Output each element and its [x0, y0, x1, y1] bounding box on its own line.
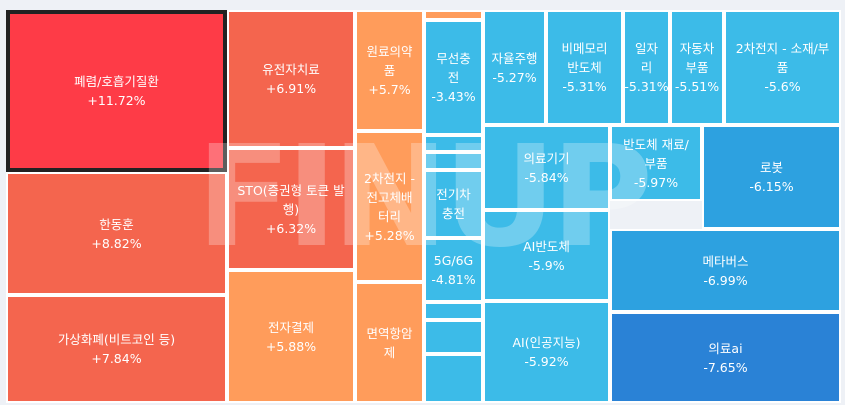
- treemap-tile-minor[interactable]: [424, 320, 483, 354]
- tile-label: 일자리: [634, 41, 658, 75]
- tile-label: 로봇: [759, 160, 783, 175]
- tile-label: 폐렴/호흡기질환: [74, 74, 159, 89]
- tile-label: 전기차 충전: [436, 187, 471, 221]
- treemap-tile[interactable]: 면역항암제: [355, 282, 424, 403]
- tile-label: 원료의약품: [366, 44, 413, 78]
- treemap-tile-minor[interactable]: [424, 354, 483, 403]
- tile-change-value: -5.31%: [562, 79, 607, 94]
- treemap-tile[interactable]: 메타버스 -6.99%: [610, 229, 841, 312]
- tile-change-value: -5.92%: [524, 354, 569, 369]
- tile-change-value: +11.72%: [87, 93, 146, 108]
- tile-change-value: -7.65%: [703, 359, 748, 375]
- treemap-tile[interactable]: 2차전지 - 전고체배터리 +5.28%: [355, 131, 424, 282]
- treemap-tile[interactable]: 한동훈 +8.82%: [6, 172, 227, 295]
- treemap-tile-minor[interactable]: [424, 10, 483, 20]
- treemap-tile[interactable]: 가상화폐(비트코인 등) +7.84%: [6, 295, 227, 403]
- tile-label: AI(인공지능): [512, 335, 581, 350]
- tile-change-value: -5.6%: [764, 79, 801, 94]
- tile-label: 면역항암제: [366, 325, 413, 360]
- treemap-tile[interactable]: 유전자치료 +6.91%: [227, 10, 355, 148]
- treemap-tile[interactable]: 5G/6G -4.81%: [424, 238, 483, 302]
- treemap-tile[interactable]: 의료ai -7.65%: [610, 312, 841, 403]
- treemap-tile[interactable]: 로봇 -6.15%: [702, 125, 841, 229]
- tile-change-value: +8.82%: [91, 235, 142, 251]
- treemap-tile[interactable]: 폐렴/호흡기질환 +11.72%: [6, 10, 227, 172]
- tile-change-value: -6.15%: [749, 179, 794, 194]
- treemap-tile[interactable]: 자동차 부품 -5.51%: [670, 10, 724, 125]
- tile-change-value: +7.84%: [91, 351, 142, 366]
- treemap-tile[interactable]: 전자결제 +5.88%: [227, 270, 355, 403]
- tile-label: 5G/6G: [433, 253, 474, 268]
- tile-change-value: -5.9%: [528, 257, 565, 273]
- tile-change-value: -5.84%: [524, 169, 569, 185]
- tile-label: 의료ai: [708, 340, 743, 356]
- tile-label: 의료기기: [523, 150, 570, 166]
- tile-change-value: +5.28%: [364, 227, 415, 243]
- tile-change-value: +6.32%: [265, 220, 317, 236]
- treemap-tile[interactable]: 일자리 -5.31%: [623, 10, 670, 125]
- tile-change-value: -3.43%: [431, 89, 476, 104]
- treemap-tile[interactable]: 자율주행 -5.27%: [483, 10, 546, 125]
- treemap-tile-minor[interactable]: [424, 135, 483, 152]
- tile-label: 2차전지 - 전고체배터리: [364, 170, 415, 224]
- tile-change-value: -4.81%: [431, 272, 476, 287]
- treemap-tile[interactable]: AI(인공지능) -5.92%: [483, 301, 610, 403]
- tile-change-value: -5.27%: [492, 69, 537, 85]
- tile-label: 메타버스: [702, 253, 749, 269]
- treemap-tile[interactable]: 비메모리 반도체 -5.31%: [546, 10, 623, 125]
- treemap-tile[interactable]: 원료의약품 +5.7%: [355, 10, 424, 131]
- tile-label: 무선충전: [436, 51, 471, 85]
- tile-change-value: +5.88%: [265, 338, 317, 354]
- treemap-tile[interactable]: 의료기기 -5.84%: [483, 125, 610, 210]
- tile-label: 유전자치료: [262, 62, 320, 77]
- tile-label: 반도체 재료/부품: [623, 136, 689, 171]
- tile-label: STO(증권형 토큰 발행): [237, 182, 345, 217]
- tile-change-value: -6.99%: [703, 272, 748, 288]
- treemap-tile[interactable]: 반도체 재료/부품 -5.97%: [610, 125, 702, 201]
- tile-change-value: +5.7%: [368, 82, 411, 97]
- tile-change-value: -5.97%: [633, 174, 679, 190]
- tile-label: 한동훈: [99, 216, 134, 232]
- tile-label: 자동차 부품: [679, 41, 715, 75]
- tile-change-value: -5.31%: [624, 79, 669, 94]
- tile-label: 자율주행: [491, 50, 538, 66]
- tile-label: 비메모리 반도체: [561, 41, 608, 75]
- tile-change-value: +6.91%: [265, 81, 317, 96]
- tile-label: 2차전지 - 소재/부품: [735, 41, 830, 75]
- treemap-tile[interactable]: STO(증권형 토큰 발행) +6.32%: [227, 148, 355, 270]
- tile-change-value: -5.51%: [674, 79, 720, 94]
- tile-label: 전자결제: [267, 319, 314, 335]
- treemap-tile-minor[interactable]: [424, 302, 483, 320]
- treemap-tile-minor[interactable]: [424, 152, 483, 170]
- tile-label: AI반도체: [523, 238, 570, 254]
- treemap-tile[interactable]: AI반도체 -5.9%: [483, 210, 610, 301]
- tile-label: 가상화폐(비트코인 등): [57, 332, 176, 347]
- treemap-tile[interactable]: 무선충전 -3.43%: [424, 20, 483, 135]
- treemap-tile[interactable]: 2차전지 - 소재/부품 -5.6%: [724, 10, 841, 125]
- treemap-tile[interactable]: 전기차 충전: [424, 170, 483, 238]
